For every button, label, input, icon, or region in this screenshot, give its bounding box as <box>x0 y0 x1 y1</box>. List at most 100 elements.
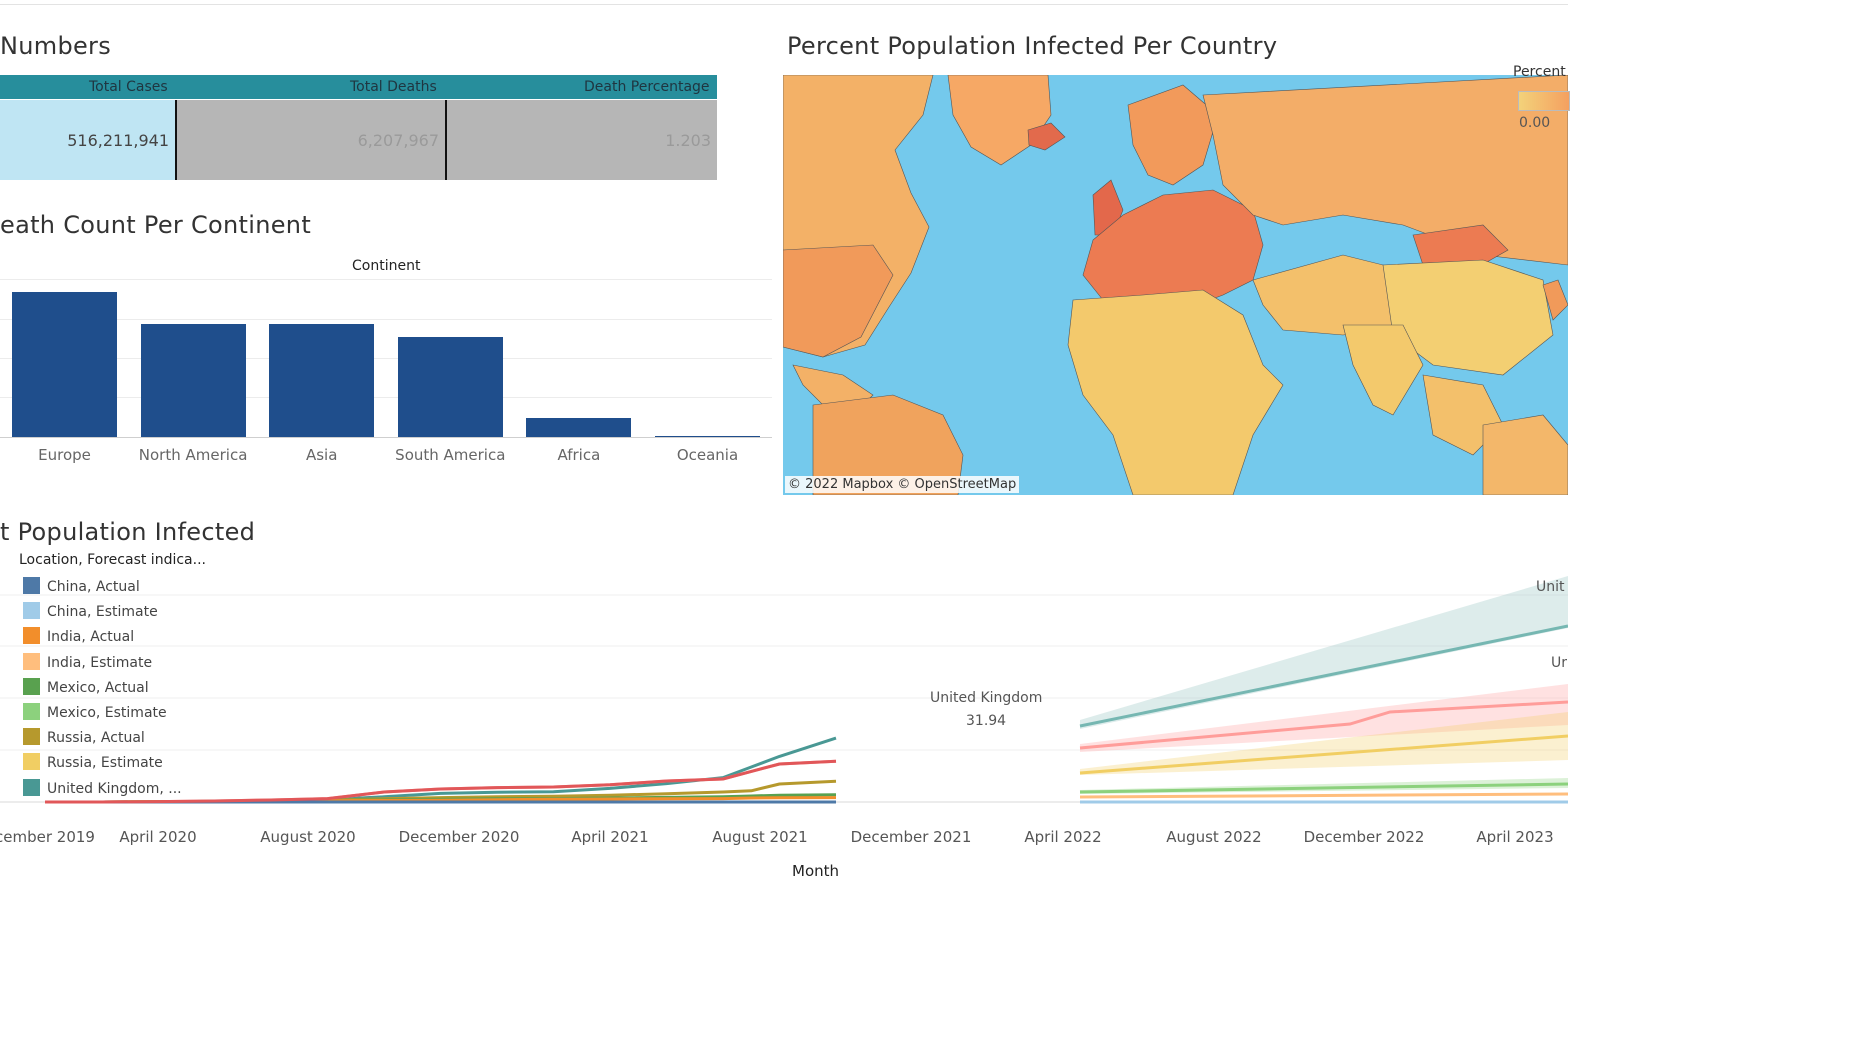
forecast-band <box>1080 684 1568 752</box>
legend-label: Mexico, Actual <box>47 679 149 696</box>
category-label: Europe <box>38 446 91 464</box>
line-legend-title[interactable]: Location, Forecast indica... <box>19 552 206 568</box>
map-credit[interactable]: © 2022 Mapbox © OpenStreetMap <box>785 476 1020 493</box>
death-percentage-value: 1.203 <box>665 131 711 150</box>
category-label: North America <box>138 446 248 464</box>
legend-item[interactable]: United Kingdom, ... <box>23 778 182 797</box>
total-cases-value: 516,211,941 <box>67 131 169 150</box>
header-death-percentage[interactable]: Death Percentage <box>584 79 710 95</box>
map-legend-ramp <box>1518 91 1570 111</box>
series-line <box>45 796 837 804</box>
x-tick-label: cember 2019 <box>0 828 95 846</box>
region-south-america <box>812 394 964 495</box>
region-scandinavia <box>1127 84 1219 186</box>
legend-swatch <box>23 728 40 746</box>
x-tick-label: April 2020 <box>119 828 197 846</box>
x-tick-label: December 2022 <box>1303 828 1425 846</box>
region-russia <box>1202 75 1568 266</box>
legend-item[interactable]: Russia, Actual <box>23 728 145 746</box>
map-shapes <box>783 75 1568 495</box>
legend-label: India, Actual <box>47 629 135 646</box>
bar-africa[interactable] <box>526 418 632 437</box>
legend-label: China, Estimate <box>47 604 158 621</box>
category-label: South America <box>395 446 506 464</box>
bar-europe[interactable] <box>12 292 117 437</box>
estimate-line <box>1079 624 1568 728</box>
legend-label: United Kingdom, ... <box>47 780 182 797</box>
x-tick-label: April 2022 <box>1024 828 1102 846</box>
legend-label: China, Actual <box>47 579 140 595</box>
gridline <box>0 397 772 398</box>
x-tick-label: August 2021 <box>712 828 808 846</box>
region-korea <box>1542 279 1568 321</box>
legend-swatch <box>23 627 40 645</box>
gridline <box>0 358 772 359</box>
estimate-line <box>1079 700 1568 750</box>
baseline <box>0 437 772 438</box>
legend-label: India, Estimate <box>47 654 153 671</box>
legend-swatch <box>23 753 40 771</box>
estimate-line <box>1079 782 1568 794</box>
legend-swatch <box>23 677 40 695</box>
legend-label: Russia, Actual <box>47 730 145 747</box>
category-label: Asia <box>305 446 338 464</box>
region-mongolia <box>1412 224 1509 271</box>
x-tick-label: August 2022 <box>1166 828 1262 846</box>
annotation-value: 31.94 <box>966 713 1007 729</box>
cell-death-percentage[interactable]: 1.203 <box>447 100 717 180</box>
legend-item[interactable]: China, Actual <box>23 577 140 595</box>
numbers-title: Numbers <box>0 32 112 60</box>
world-map[interactable]: © 2022 Mapbox © OpenStreetMap <box>783 75 1568 495</box>
legend-swatch <box>23 577 40 594</box>
region-africa <box>1067 289 1284 495</box>
cell-total-deaths[interactable]: 6,207,967 <box>177 100 445 180</box>
forecast-band <box>1080 576 1568 729</box>
bar-asia[interactable] <box>269 323 375 437</box>
x-tick-label: August 2020 <box>260 828 356 846</box>
legend-swatch <box>23 602 40 620</box>
estimate-line <box>1079 734 1568 775</box>
x-tick-label: December 2020 <box>398 828 520 846</box>
top-divider <box>0 4 1568 5</box>
header-total-deaths[interactable]: Total Deaths <box>350 79 437 95</box>
bar-oceania[interactable] <box>655 435 760 437</box>
x-tick-label: December 2021 <box>850 828 972 846</box>
map-title: Percent Population Infected Per Country <box>787 32 1278 60</box>
region-usa <box>783 244 894 358</box>
gridline <box>0 319 772 320</box>
edge-label-uk: Unit <box>1536 579 1565 595</box>
cell-divider <box>445 100 447 180</box>
legend-item[interactable]: China, Estimate <box>23 602 158 620</box>
legend-swatch <box>23 652 40 670</box>
month-axis-title: Month <box>792 862 840 880</box>
cell-divider <box>175 100 177 180</box>
total-deaths-value: 6,207,967 <box>357 131 439 150</box>
legend-item[interactable]: India, Actual <box>23 627 134 645</box>
annotation-name: United Kingdom <box>930 690 1043 706</box>
legend-item[interactable]: Mexico, Estimate <box>23 703 167 721</box>
legend-item[interactable]: Mexico, Actual <box>23 677 149 696</box>
legend-swatch <box>23 703 40 720</box>
x-tick-label: April 2023 <box>1476 828 1554 846</box>
map-legend-min: 0.00 <box>1519 115 1551 131</box>
cell-total-cases[interactable]: 516,211,941 <box>0 100 175 180</box>
bar-north-america[interactable] <box>140 323 246 437</box>
legend-item[interactable]: India, Estimate <box>23 652 153 671</box>
region-iceland <box>1027 122 1066 151</box>
map-legend-title: Percent <box>1513 64 1566 80</box>
line-chart-title: t Population Infected <box>0 518 256 546</box>
bar-south-america[interactable] <box>397 336 503 437</box>
x-tick-label: April 2021 <box>571 828 649 846</box>
forecast-band <box>1080 778 1568 794</box>
header-total-cases[interactable]: Total Cases <box>89 79 168 95</box>
continent-axis-title: Continent <box>352 258 421 274</box>
estimate-line <box>1079 792 1568 799</box>
legend-item[interactable]: Russia, Estimate <box>23 753 163 771</box>
category-label: Africa <box>557 446 601 464</box>
legend-swatch <box>23 778 40 796</box>
category-label: Oceania <box>676 446 739 464</box>
gridline <box>0 279 772 280</box>
numbers-header-row: Total Cases Total Deaths Death Percentag… <box>0 75 717 99</box>
legend-label: Mexico, Estimate <box>47 705 167 721</box>
region-greenland <box>947 75 1052 166</box>
